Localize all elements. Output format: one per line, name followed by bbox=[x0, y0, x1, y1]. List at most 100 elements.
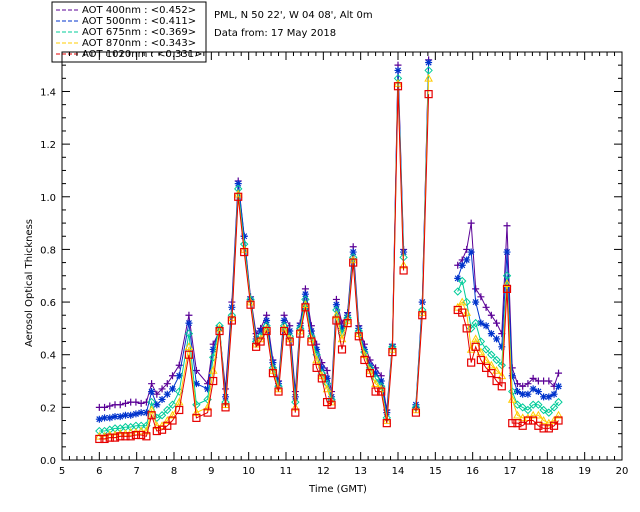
data-point bbox=[539, 415, 548, 424]
data-point bbox=[121, 411, 129, 419]
data-point bbox=[153, 390, 161, 398]
data-point bbox=[482, 363, 491, 372]
data-point bbox=[240, 232, 248, 240]
data-point bbox=[137, 399, 145, 407]
data-point bbox=[534, 400, 543, 409]
data-point bbox=[175, 372, 183, 380]
data-point bbox=[142, 409, 150, 417]
data-point bbox=[365, 369, 375, 378]
data-point bbox=[539, 405, 548, 415]
data-point bbox=[529, 416, 538, 425]
data-point bbox=[147, 411, 156, 420]
data-point bbox=[476, 347, 486, 356]
x-tick-label: 17 bbox=[504, 466, 517, 477]
data-point bbox=[204, 385, 212, 393]
data-point bbox=[343, 319, 352, 328]
x-tick-label: 18 bbox=[541, 466, 554, 477]
data-point bbox=[472, 298, 480, 306]
data-point bbox=[539, 424, 548, 433]
data-point bbox=[312, 363, 321, 372]
data-point bbox=[163, 405, 172, 415]
data-point bbox=[147, 405, 156, 414]
data-point bbox=[269, 359, 277, 367]
data-point bbox=[192, 380, 200, 388]
data-point bbox=[503, 248, 511, 256]
data-point bbox=[528, 410, 538, 419]
legend-item: AOT 675nm : <0.369> bbox=[56, 27, 196, 38]
data-point bbox=[274, 387, 283, 396]
series-4 bbox=[95, 82, 563, 444]
data-point bbox=[184, 350, 194, 359]
data-point bbox=[471, 334, 481, 343]
data-point bbox=[518, 421, 527, 430]
data-point bbox=[462, 297, 471, 307]
data-point bbox=[240, 247, 249, 257]
data-point bbox=[549, 421, 559, 430]
data-point bbox=[323, 367, 331, 375]
data-point bbox=[262, 326, 271, 336]
data-point bbox=[529, 374, 537, 382]
data-point bbox=[323, 374, 331, 382]
data-point bbox=[111, 413, 119, 421]
data-point bbox=[286, 327, 294, 335]
data-point bbox=[503, 222, 511, 230]
data-point bbox=[301, 303, 310, 312]
data-point bbox=[332, 305, 341, 315]
data-point bbox=[307, 327, 315, 335]
x-tick-label: 10 bbox=[242, 466, 255, 477]
data-point bbox=[549, 415, 559, 424]
data-point bbox=[458, 276, 467, 286]
legend-label: AOT 500nm : <0.411> bbox=[82, 16, 196, 27]
data-point bbox=[554, 416, 563, 425]
legend-label: AOT 1020nm : <0.331> bbox=[82, 49, 202, 60]
data-point bbox=[492, 376, 501, 386]
data-point bbox=[394, 66, 402, 74]
data-point bbox=[524, 390, 532, 398]
data-point bbox=[101, 414, 109, 422]
data-point bbox=[137, 430, 146, 440]
data-point bbox=[424, 90, 433, 99]
data-point bbox=[209, 345, 217, 353]
y-axis-label: Aerosol Optical Thickness bbox=[24, 219, 35, 347]
x-tick-label: 16 bbox=[466, 466, 479, 477]
data-point bbox=[322, 397, 332, 407]
data-point bbox=[487, 350, 496, 359]
data-point bbox=[101, 403, 109, 411]
data-point bbox=[529, 385, 537, 393]
data-point bbox=[168, 400, 177, 409]
data-point bbox=[453, 287, 462, 296]
data-point bbox=[105, 433, 114, 442]
data-point bbox=[168, 410, 177, 419]
data-point bbox=[502, 284, 512, 294]
data-point bbox=[209, 376, 218, 386]
data-point bbox=[518, 403, 527, 412]
y-tick-label: 0.2 bbox=[40, 403, 56, 414]
data-point bbox=[453, 305, 462, 315]
data-point bbox=[136, 426, 146, 435]
x-tick-label: 15 bbox=[429, 466, 442, 477]
station-label: PML, N 50 22', W 04 08', Alt 0m bbox=[214, 10, 373, 21]
data-point bbox=[545, 393, 553, 401]
x-tick-label: 7 bbox=[133, 466, 139, 477]
legend-label: AOT 870nm : <0.343> bbox=[82, 38, 196, 49]
data-point bbox=[458, 308, 467, 317]
data-point bbox=[169, 372, 177, 380]
plot-frame bbox=[61, 51, 623, 461]
data-point bbox=[127, 411, 135, 419]
data-point bbox=[457, 297, 467, 306]
data-point bbox=[458, 261, 466, 269]
x-tick-label: 8 bbox=[171, 466, 177, 477]
data-point bbox=[534, 410, 543, 419]
data-point bbox=[301, 295, 310, 304]
data-point bbox=[301, 290, 309, 298]
data-point bbox=[493, 335, 501, 343]
data-point bbox=[313, 345, 321, 353]
x-axis-label: Time (GMT) bbox=[308, 484, 367, 495]
data-point bbox=[487, 311, 495, 319]
y-tick-label: 0.0 bbox=[40, 456, 56, 467]
data-point bbox=[153, 401, 161, 409]
data-point bbox=[513, 388, 521, 396]
data-point bbox=[482, 303, 490, 311]
data-point bbox=[388, 347, 397, 357]
